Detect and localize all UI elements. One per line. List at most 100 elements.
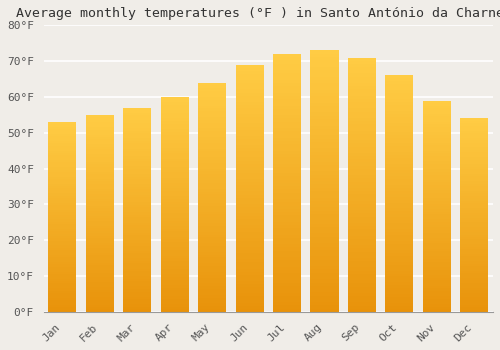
Bar bbox=[310, 286, 338, 289]
Bar bbox=[423, 280, 451, 283]
Bar bbox=[460, 249, 488, 251]
Bar bbox=[348, 182, 376, 185]
Bar bbox=[236, 293, 264, 296]
Bar bbox=[460, 133, 488, 135]
Bar bbox=[273, 225, 301, 228]
Bar bbox=[86, 258, 114, 260]
Bar bbox=[460, 237, 488, 239]
Bar bbox=[123, 220, 152, 223]
Bar bbox=[160, 269, 189, 272]
Bar bbox=[236, 173, 264, 176]
Bar bbox=[198, 203, 226, 206]
Bar bbox=[198, 283, 226, 286]
Bar bbox=[86, 285, 114, 287]
Bar bbox=[273, 264, 301, 267]
Bar bbox=[198, 243, 226, 246]
Bar bbox=[236, 272, 264, 275]
Bar bbox=[86, 253, 114, 255]
Bar bbox=[48, 226, 76, 229]
Bar bbox=[423, 172, 451, 175]
Bar bbox=[460, 186, 488, 189]
Bar bbox=[310, 103, 338, 106]
Bar bbox=[348, 232, 376, 236]
Bar bbox=[348, 178, 376, 182]
Bar bbox=[123, 166, 152, 169]
Bar bbox=[48, 233, 76, 236]
Bar bbox=[48, 193, 76, 196]
Bar bbox=[348, 70, 376, 74]
Bar bbox=[423, 257, 451, 259]
Bar bbox=[423, 307, 451, 309]
Bar bbox=[160, 207, 189, 210]
Bar bbox=[198, 180, 226, 183]
Bar bbox=[348, 159, 376, 162]
Bar bbox=[273, 106, 301, 109]
Bar bbox=[423, 130, 451, 132]
Bar bbox=[198, 252, 226, 254]
Bar bbox=[86, 275, 114, 278]
Bar bbox=[198, 289, 226, 292]
Bar bbox=[460, 218, 488, 220]
Bar bbox=[310, 109, 338, 112]
Bar bbox=[123, 233, 152, 235]
Bar bbox=[460, 152, 488, 155]
Bar bbox=[123, 118, 152, 120]
Bar bbox=[198, 108, 226, 111]
Bar bbox=[423, 219, 451, 222]
Bar bbox=[198, 172, 226, 174]
Bar bbox=[423, 164, 451, 167]
Bar bbox=[310, 142, 338, 145]
Bar bbox=[48, 179, 76, 181]
Bar bbox=[160, 126, 189, 129]
Bar bbox=[236, 133, 264, 136]
Bar bbox=[198, 306, 226, 309]
Bar bbox=[48, 224, 76, 226]
Bar bbox=[86, 245, 114, 248]
Bar bbox=[160, 204, 189, 207]
Bar bbox=[460, 169, 488, 172]
Bar bbox=[310, 243, 338, 246]
Bar bbox=[460, 283, 488, 285]
Bar bbox=[386, 259, 413, 262]
Bar bbox=[460, 189, 488, 191]
Bar bbox=[48, 217, 76, 219]
Bar bbox=[198, 232, 226, 235]
Bar bbox=[273, 61, 301, 64]
Bar bbox=[460, 259, 488, 261]
Bar bbox=[48, 231, 76, 233]
Bar bbox=[348, 131, 376, 134]
Bar bbox=[86, 191, 114, 194]
Bar bbox=[460, 293, 488, 295]
Bar bbox=[48, 250, 76, 253]
Bar bbox=[123, 187, 152, 189]
Bar bbox=[236, 176, 264, 179]
Bar bbox=[310, 217, 338, 220]
Bar bbox=[123, 164, 152, 166]
Bar bbox=[348, 293, 376, 296]
Bar bbox=[160, 118, 189, 121]
Bar bbox=[460, 298, 488, 300]
Bar bbox=[386, 262, 413, 265]
Bar bbox=[123, 179, 152, 182]
Bar bbox=[86, 159, 114, 162]
Bar bbox=[386, 217, 413, 220]
Bar bbox=[198, 143, 226, 146]
Bar bbox=[460, 176, 488, 179]
Bar bbox=[48, 298, 76, 300]
Bar bbox=[48, 295, 76, 298]
Bar bbox=[48, 136, 76, 139]
Bar bbox=[160, 293, 189, 296]
Bar bbox=[460, 162, 488, 164]
Bar bbox=[86, 174, 114, 176]
Bar bbox=[348, 277, 376, 280]
Bar bbox=[423, 206, 451, 209]
Bar bbox=[348, 92, 376, 96]
Bar bbox=[423, 135, 451, 138]
Bar bbox=[86, 278, 114, 280]
Bar bbox=[310, 178, 338, 181]
Bar bbox=[310, 237, 338, 240]
Bar bbox=[310, 57, 338, 60]
Bar bbox=[460, 273, 488, 276]
Bar bbox=[236, 278, 264, 281]
Bar bbox=[123, 148, 152, 151]
